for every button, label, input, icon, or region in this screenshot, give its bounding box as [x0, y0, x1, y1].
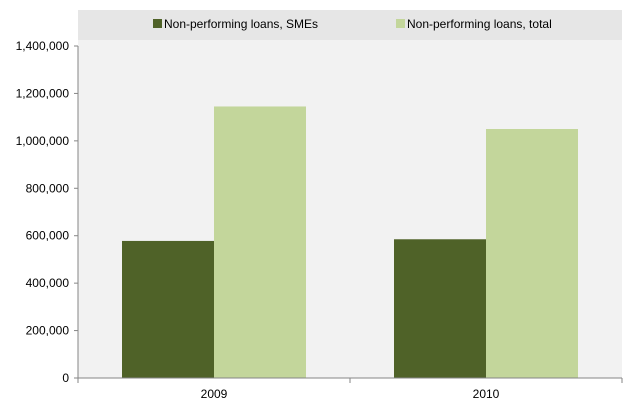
y-tick-label: 600,000 [26, 229, 70, 243]
bars [122, 106, 578, 378]
y-tick-label: 1,000,000 [16, 134, 70, 148]
legend-label-smes: Non-performing loans, SMEs [164, 17, 318, 31]
y-tick-label: 1,200,000 [16, 86, 70, 100]
bar-total-2010 [486, 129, 578, 378]
bar-smes-2010 [394, 239, 486, 378]
legend-swatch-smes [153, 19, 162, 28]
bar-total-2009 [214, 106, 306, 378]
y-tick-label: 200,000 [26, 324, 70, 338]
x-tick-label: 2009 [201, 387, 228, 401]
x-axis-ticks: 2009 2010 [77, 378, 623, 401]
y-tick-label: 400,000 [26, 276, 70, 290]
legend-label-total: Non-performing loans, total [407, 17, 552, 31]
y-tick-label: 800,000 [26, 181, 70, 195]
legend-background [78, 10, 622, 40]
y-axis-ticks: 0 200,000 400,000 600,000 800,000 1,000,000 1,… [16, 39, 78, 385]
bar-smes-2009 [122, 240, 214, 378]
legend: Non-performing loans, SMEs Non-performing… [153, 17, 552, 31]
y-tick-label: 0 [62, 371, 69, 385]
x-tick-label: 2010 [473, 387, 500, 401]
legend-swatch-total [396, 19, 405, 28]
y-tick-label: 1,400,000 [16, 39, 70, 53]
